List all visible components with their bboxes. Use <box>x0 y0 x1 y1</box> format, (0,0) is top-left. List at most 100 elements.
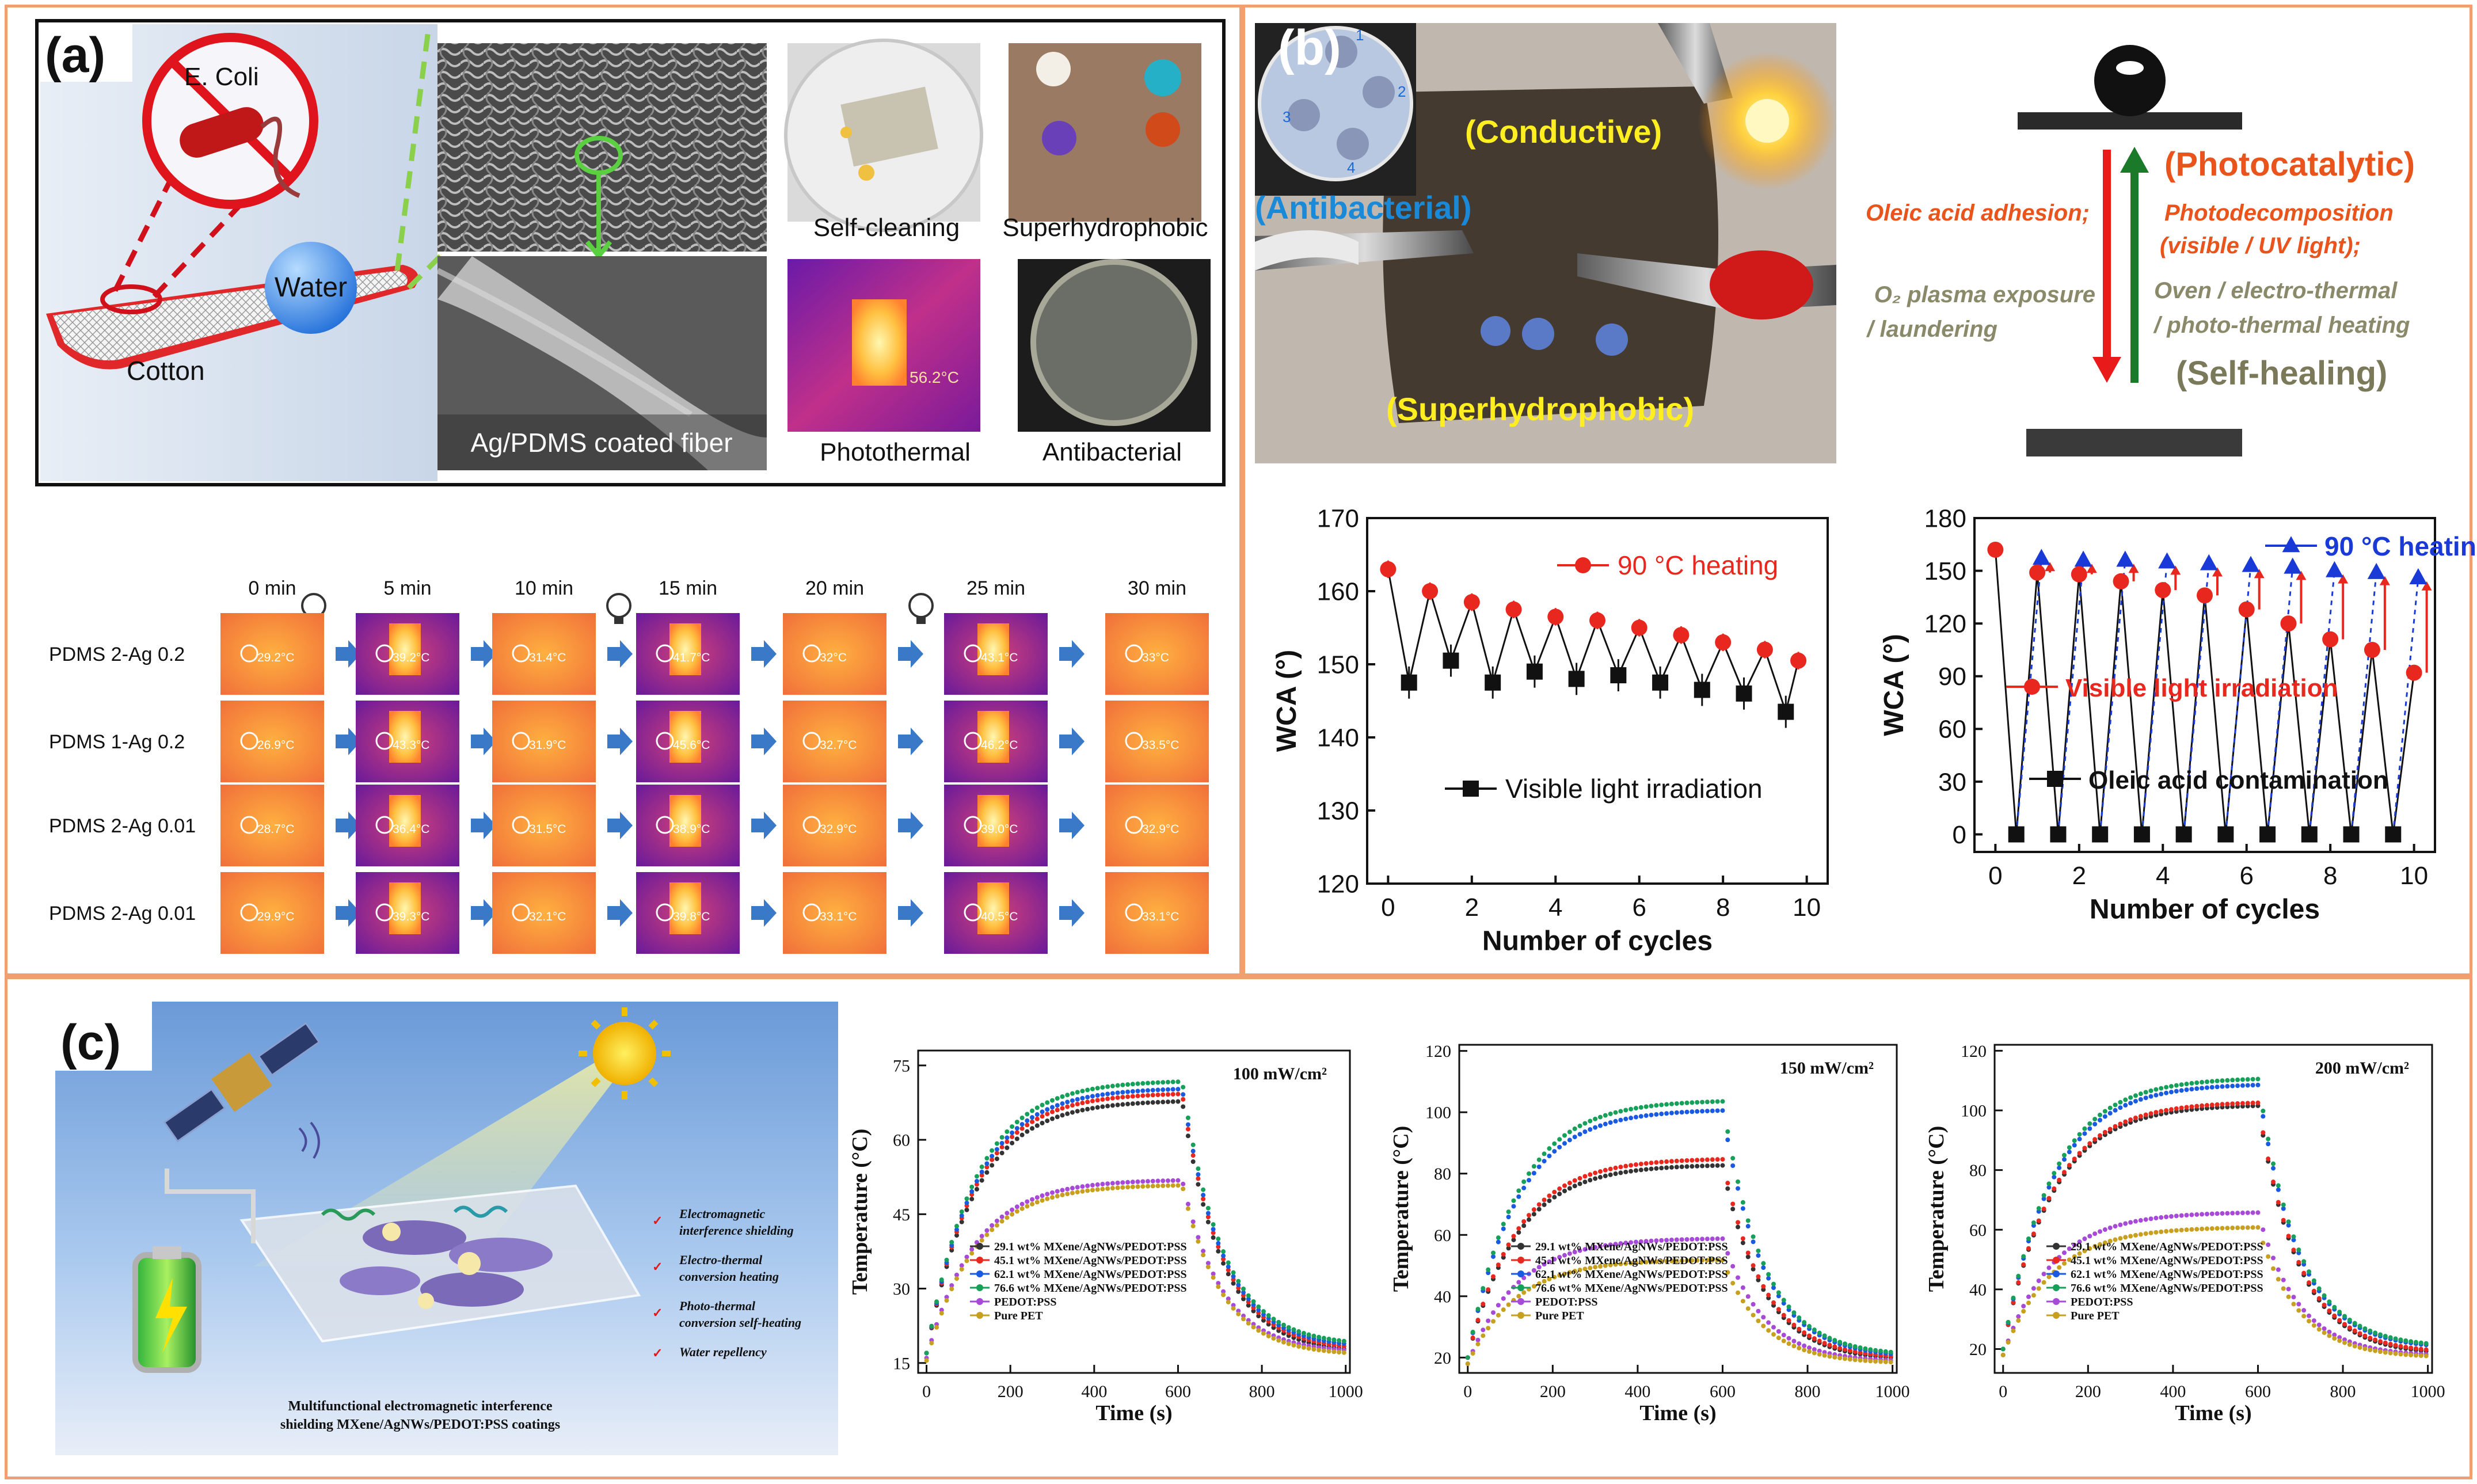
measure-ring <box>964 732 982 750</box>
e-coli-bacterium <box>180 107 264 158</box>
arrow-icon <box>336 812 361 839</box>
thermal-cell <box>220 701 324 782</box>
cell-temp: 39.2°C <box>393 651 429 664</box>
measure-ring <box>240 816 258 834</box>
hot-spot <box>389 711 421 763</box>
arrow-icon <box>471 812 496 839</box>
cell-temp: 29.9°C <box>257 910 294 923</box>
hot-spot <box>977 795 1009 847</box>
panel-b-frame <box>1242 5 2472 976</box>
arrow-icon <box>751 899 777 927</box>
cell-temp: 32.9°C <box>1142 823 1179 836</box>
measure-ring <box>512 732 530 750</box>
cell-temp: 28.7°C <box>257 823 294 836</box>
lightbulb-icon <box>908 593 934 618</box>
cell-temp: 33.1°C <box>820 910 857 923</box>
arrow-icon <box>471 728 496 755</box>
thermal-cell <box>492 872 596 954</box>
water-label: Water <box>275 272 347 303</box>
cell-temp: 33°C <box>1142 651 1169 664</box>
measure-ring <box>1125 644 1143 663</box>
row-label: PDMS 1-Ag 0.2 <box>49 731 185 753</box>
measure-ring <box>375 903 394 922</box>
row-label: PDMS 2-Ag 0.01 <box>49 903 196 924</box>
arrow-icon <box>336 640 361 668</box>
hot-spot <box>669 711 701 763</box>
row-label: PDMS 2-Ag 0.01 <box>49 815 196 837</box>
lightbulb-base <box>916 617 926 624</box>
thermal-cell <box>783 701 886 782</box>
thermal-cell <box>492 785 596 866</box>
arrow-icon <box>471 640 496 668</box>
measure-ring <box>240 903 258 922</box>
cell-temp: 33.1°C <box>1142 910 1179 923</box>
time-label: 5 min <box>383 577 431 599</box>
self-cleaning-label: Self-cleaning <box>813 214 960 242</box>
hot-spot <box>669 882 701 934</box>
cell-temp: 31.4°C <box>529 651 566 664</box>
thermal-cell <box>1105 613 1209 695</box>
measure-ring <box>1125 732 1143 750</box>
hot-spot <box>977 623 1009 675</box>
row-label: PDMS 2-Ag 0.2 <box>49 644 185 665</box>
arrow-icon <box>607 640 633 668</box>
measure-ring <box>656 732 674 750</box>
measure-ring <box>375 644 394 663</box>
thermal-cell <box>783 785 886 866</box>
cell-temp: 38.9°C <box>673 823 710 836</box>
time-label: 0 min <box>248 577 296 599</box>
arrow-icon <box>336 728 361 755</box>
cell-temp: 41.7°C <box>673 651 710 664</box>
measure-ring <box>656 816 674 834</box>
arrow-icon <box>751 728 777 755</box>
arrow-icon <box>1059 640 1085 668</box>
arrow-icon <box>751 640 777 668</box>
measure-ring <box>802 644 821 663</box>
measure-ring <box>240 732 258 750</box>
cotton-label: Cotton <box>127 356 205 386</box>
hot-spot <box>977 711 1009 763</box>
time-label: 10 min <box>515 577 573 599</box>
lightbulb-icon <box>606 593 631 618</box>
thermal-cell <box>220 872 324 954</box>
panel-a-label: (a) <box>45 28 105 83</box>
measure-ring <box>656 644 674 663</box>
measure-ring <box>964 903 982 922</box>
arrow-icon <box>898 728 923 755</box>
measure-ring <box>1125 903 1143 922</box>
measure-ring <box>512 816 530 834</box>
cell-temp: 39.3°C <box>393 910 429 923</box>
panel-a-svg: E. Coli Water Cotton Ag/PDMS coated fibe… <box>35 19 1226 954</box>
cell-temp: 31.5°C <box>529 823 566 836</box>
arrow-icon <box>898 899 923 927</box>
panel-a-frame <box>5 5 1242 976</box>
arrow-icon <box>336 899 361 927</box>
cell-temp: 39.8°C <box>673 910 710 923</box>
cell-temp: 36.4°C <box>393 823 429 836</box>
time-label: 20 min <box>805 577 864 599</box>
photothermal-spot: 56.2°C <box>910 368 959 386</box>
e-coli-label: E. Coli <box>184 63 259 91</box>
thermal-cell <box>1105 872 1209 954</box>
cell-temp: 32.7°C <box>820 739 857 752</box>
superhydrophobic-label: Superhydrophobic <box>1002 214 1208 242</box>
arrow-icon <box>607 812 633 839</box>
thermal-cell <box>492 613 596 695</box>
thermal-cell <box>783 613 886 695</box>
cell-temp: 29.2°C <box>257 651 294 664</box>
time-label: 25 min <box>967 577 1025 599</box>
sem-top-image <box>437 43 767 252</box>
hot-spot <box>977 882 1009 934</box>
thermal-cell <box>220 613 324 695</box>
cell-temp: 43.3°C <box>393 739 429 752</box>
measure-ring <box>802 816 821 834</box>
hot-spot <box>389 623 421 675</box>
lightbulb-base <box>614 617 623 624</box>
arrow-icon <box>607 728 633 755</box>
thermal-cell <box>492 701 596 782</box>
cell-temp: 33.5°C <box>1142 739 1179 752</box>
arrow-icon <box>751 812 777 839</box>
antibacterial-label: Antibacterial <box>1042 438 1182 466</box>
hot-spot <box>669 795 701 847</box>
cotton-zoom-ellipse <box>100 284 162 314</box>
